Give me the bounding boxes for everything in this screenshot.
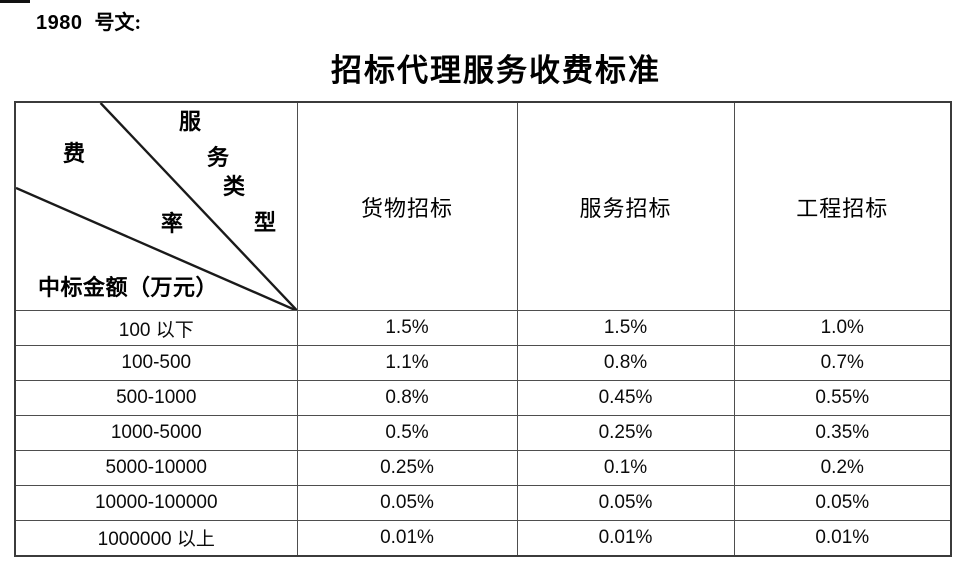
corner-label-service-type-char: 务 [207,145,230,170]
rate-cell: 0.25% [516,415,735,451]
rate-cell: 0.8% [296,380,518,416]
rate-cell: 0.55% [733,380,952,416]
rate-cell: 0.05% [733,485,952,521]
corner-label-service-type-char: 型 [254,210,277,235]
amount-range-cell: 1000-5000 [14,415,298,451]
rate-cell: 1.0% [733,310,952,346]
rate-cell: 0.2% [733,450,952,486]
diagonal-divider-lines [16,103,296,310]
rate-cell: 0.7% [733,345,952,381]
fee-standard-table: 服 务 类 型 费 率 中标金额（万元） 货物招标 服务招标 工程招标 100 … [14,101,952,557]
column-header-services-bidding: 服务招标 [516,101,735,311]
table-row: 5000-10000 0.25% 0.1% 0.2% [14,450,952,486]
rate-cell: 1.5% [296,310,518,346]
amount-range-cell: 1000000 以上 [14,520,298,556]
corner-box: 服 务 类 型 费 率 中标金额（万元） [16,103,296,310]
table-row: 100-500 1.1% 0.8% 0.7% [14,345,952,381]
rate-cell: 1.5% [516,310,735,346]
rate-cell: 0.05% [296,485,518,521]
page-title: 招标代理服务收费标准 [331,53,661,88]
rate-cell: 0.45% [516,380,735,416]
rate-cell: 0.01% [296,520,518,556]
scan-edge-artifact [0,0,30,3]
rate-cell: 0.35% [733,415,952,451]
table-row: 1000-5000 0.5% 0.25% 0.35% [14,415,952,451]
table-row: 1000000 以上 0.01% 0.01% 0.01% [14,520,952,556]
amount-range-cell: 5000-10000 [14,450,298,486]
corner-label-service-type-char: 类 [223,174,246,199]
amount-range-cell: 100 以下 [14,310,298,346]
rate-cell: 0.25% [296,450,518,486]
rate-cell: 0.01% [516,520,735,556]
amount-range-cell: 100-500 [14,345,298,381]
corner-label-bid-amount: 中标金额（万元） [38,275,219,300]
rate-cell: 0.5% [296,415,518,451]
corner-header-cell: 服 务 类 型 费 率 中标金额（万元） [14,101,298,311]
column-header-engineering-bidding: 工程招标 [733,101,952,311]
header-row: 服 务 类 型 费 率 中标金额（万元） 货物招标 服务招标 工程招标 [14,101,952,311]
rate-cell: 0.01% [733,520,952,556]
table-row: 10000-100000 0.05% 0.05% 0.05% [14,485,952,521]
rate-cell: 0.05% [516,485,735,521]
corner-label-fee-rate-char: 率 [161,211,184,236]
doc-reference-number: 1980 [36,12,83,34]
rate-cell: 0.1% [516,450,735,486]
table-row: 500-1000 0.8% 0.45% 0.55% [14,380,952,416]
amount-range-cell: 10000-100000 [14,485,298,521]
corner-label-fee-rate-char: 费 [63,141,86,166]
rate-cell: 1.1% [296,345,518,381]
doc-reference-label: 号文: [94,12,142,34]
doc-reference: 1980 号文: [36,6,141,35]
table-row: 100 以下 1.5% 1.5% 1.0% [14,310,952,346]
corner-label-service-type-char: 服 [179,109,202,134]
amount-range-cell: 500-1000 [14,380,298,416]
rate-cell: 0.8% [516,345,735,381]
column-header-goods-bidding: 货物招标 [296,101,518,311]
